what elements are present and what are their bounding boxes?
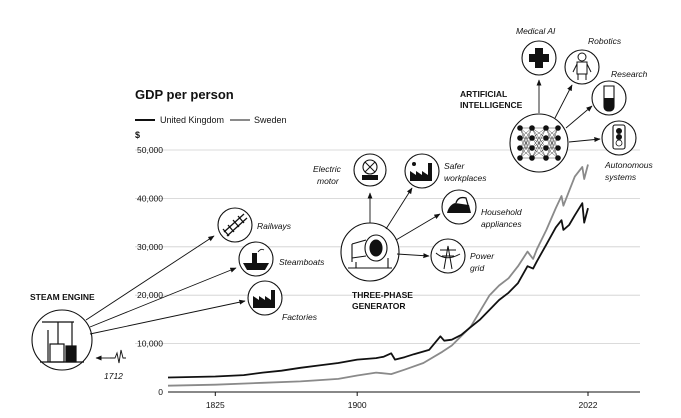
- robot-icon: [564, 49, 600, 85]
- y-tick-label: 20,000: [137, 290, 163, 300]
- railways-label: Railways: [257, 221, 292, 231]
- x-tick-label: 1900: [348, 400, 367, 410]
- household-appliances-label-line2: appliances: [481, 219, 522, 229]
- series-lines: [167, 164, 589, 387]
- traffic-light-icon: [601, 120, 637, 156]
- arrow-to-autonomous-systems: [568, 137, 601, 143]
- autonomous-systems-label-line2: systems: [605, 172, 637, 182]
- y-tick-label: 0: [158, 387, 163, 397]
- steam-engine-icon: [31, 309, 93, 371]
- test-tube-icon: [591, 80, 627, 116]
- steamboats-label: Steamboats: [279, 257, 325, 267]
- arrow-to-power-grid: [396, 253, 430, 259]
- generator-label-line2: GENERATOR: [352, 301, 406, 311]
- steam-engine-year-marker: [95, 349, 126, 364]
- arrow-to-safer-workplaces: [385, 187, 413, 230]
- iron-appliance-icon: [441, 189, 477, 225]
- series-line-united-kingdom: [167, 202, 589, 379]
- arrow-to-robotics: [554, 84, 573, 119]
- autonomous-systems-label-line1: Autonomous: [604, 160, 653, 170]
- series-line-sweden: [167, 164, 589, 387]
- y-tick-label: 50,000: [137, 145, 163, 155]
- x-axis-ticks: 1825 1900 2022: [206, 392, 598, 410]
- medical-cross-icon: [521, 40, 557, 76]
- y-axis-ticks: 0 10,000 20,000 30,000 40,000 50,000: [137, 145, 163, 397]
- chart-title: GDP per person: [135, 87, 234, 102]
- electric-motor-label-line1: Electric: [313, 164, 342, 174]
- power-grid-label-line1: Power: [470, 251, 495, 261]
- robotics-label: Robotics: [588, 36, 622, 46]
- household-appliances-label-line1: Household: [481, 207, 522, 217]
- legend-label-sweden: Sweden: [254, 115, 287, 125]
- research-label: Research: [611, 69, 648, 79]
- y-axis-unit: $: [135, 130, 140, 140]
- railway-track-icon: [217, 207, 253, 243]
- y-tick-label: 10,000: [137, 339, 163, 349]
- power-grid-label-line2: grid: [470, 263, 484, 273]
- medical-ai-label: Medical AI: [516, 26, 556, 36]
- neural-network-icon: [509, 113, 569, 173]
- steam-engine-label: STEAM ENGINE: [30, 292, 95, 302]
- arrow-to-household-appliances: [395, 213, 441, 241]
- arrow-to-factories: [89, 299, 246, 335]
- legend-label-uk: United Kingdom: [160, 115, 224, 125]
- ai-label-line1: ARTIFICIAL: [460, 89, 507, 99]
- safer-workplaces-label-line1: Safer: [444, 161, 465, 171]
- safer-workplaces-label-line2: workplaces: [444, 173, 487, 183]
- factories-label: Factories: [282, 312, 318, 322]
- safe-factory-icon: [404, 153, 440, 189]
- x-tick-label: 1825: [206, 400, 225, 410]
- ai-label-line2: INTELLIGENCE: [460, 100, 523, 110]
- y-tick-label: 40,000: [137, 193, 163, 203]
- x-tick-label: 2022: [579, 400, 598, 410]
- arrow-to-research: [565, 105, 593, 129]
- y-tick-label: 30,000: [137, 242, 163, 252]
- factory-icon: [247, 280, 283, 316]
- generator-label-line1: THREE-PHASE: [352, 290, 413, 300]
- electric-motor-icon: [353, 153, 387, 187]
- electric-motor-label-line2: motor: [317, 176, 340, 186]
- steam-engine-year: 1712: [104, 371, 123, 381]
- power-pylon-icon: [430, 238, 466, 274]
- steamboat-icon: [238, 241, 274, 277]
- arrow-to-steamboats: [89, 267, 237, 328]
- arrow-to-railways: [85, 235, 215, 321]
- generator-icon: [340, 222, 400, 282]
